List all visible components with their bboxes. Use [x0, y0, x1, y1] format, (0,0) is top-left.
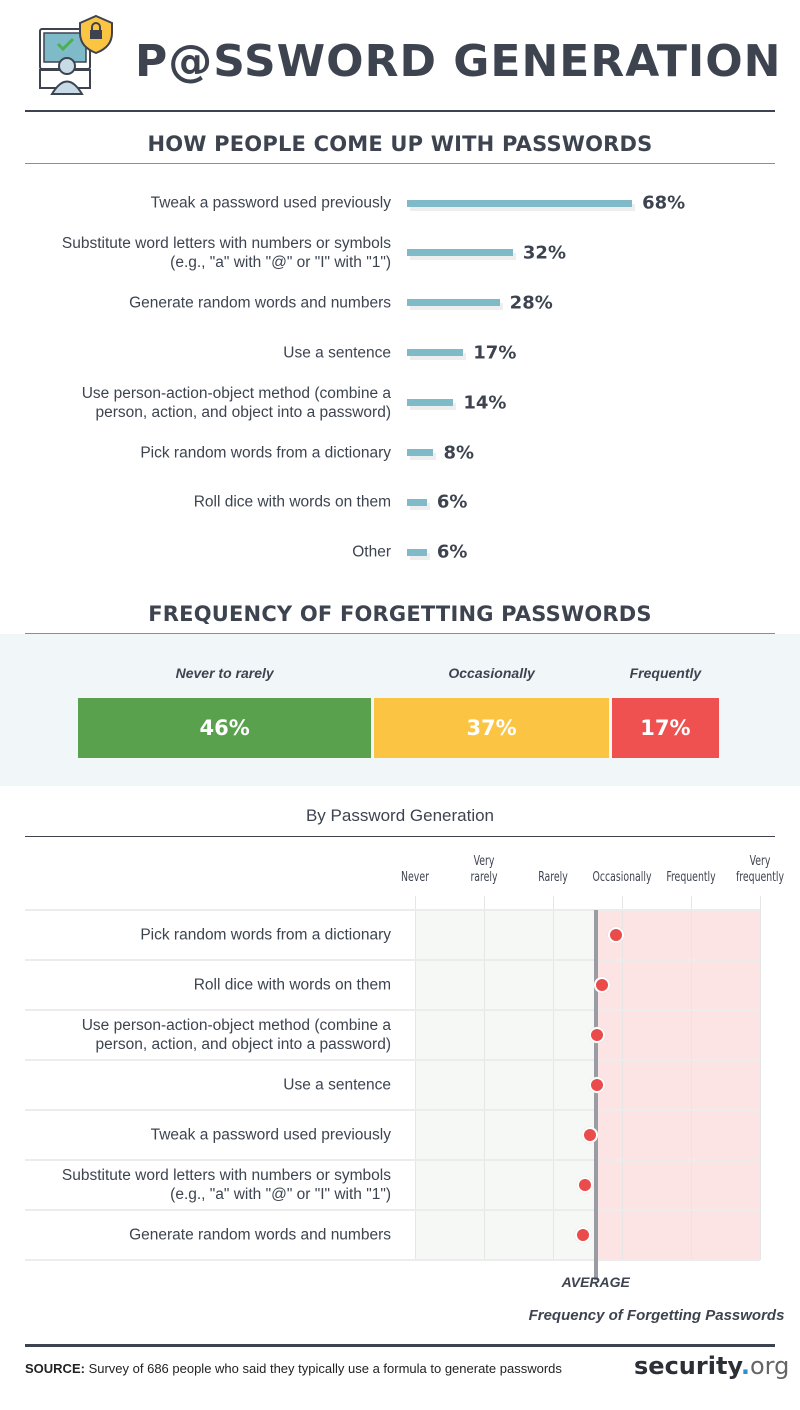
source-note: SOURCE: Survey of 686 people who said th…: [25, 1361, 562, 1376]
segment-bar: 17%: [611, 698, 719, 758]
row-divider: [25, 959, 760, 961]
bar-label: Use person-action-object method (combine…: [81, 384, 391, 421]
data-point: [576, 1177, 593, 1193]
data-point: [574, 1227, 591, 1243]
row-label: Generate random words and numbers: [129, 1226, 391, 1244]
logo-dot: .: [740, 1352, 750, 1380]
data-point: [589, 1077, 606, 1093]
gridline: [691, 896, 692, 1260]
divider: [25, 836, 775, 837]
row-label: Tweak a password used previously: [150, 1126, 391, 1144]
bar-label: Use a sentence: [283, 344, 391, 362]
row-label: Pick random words from a dictionary: [140, 926, 391, 944]
x-tick-label: Rarely: [538, 870, 568, 885]
row-label: Use a sentence: [283, 1076, 391, 1094]
segment-bar: 46%: [78, 698, 372, 758]
x-tick-label: Very frequently: [735, 854, 785, 885]
segment-heading: Never to rarely: [175, 665, 274, 681]
bar: [407, 498, 427, 506]
average-label: AVERAGE: [561, 1274, 630, 1290]
security-org-logo: security.org: [634, 1352, 789, 1380]
bar-label: Pick random words from a dictionary: [140, 444, 391, 461]
row-divider: [25, 1159, 760, 1161]
divider: [25, 633, 775, 634]
bar-value-label: 6%: [436, 541, 468, 563]
data-point: [589, 1027, 606, 1043]
row-divider: [25, 1059, 760, 1061]
row-divider: [25, 1209, 760, 1211]
divider: [25, 110, 775, 112]
row-divider: [25, 909, 760, 911]
section-title-methods: HOW PEOPLE COME UP WITH PASSWORDS: [147, 132, 653, 156]
row-divider: [25, 1109, 760, 1111]
source-label: SOURCE:: [25, 1361, 85, 1376]
bar: [407, 349, 464, 357]
header-icon: [38, 14, 116, 96]
data-point: [593, 977, 610, 993]
bar-label: Generate random words and numbers: [129, 294, 391, 312]
bar: [407, 449, 434, 456]
bar-value-label: 14%: [463, 392, 507, 414]
bar-value-label: 17%: [473, 342, 517, 364]
bar-value-label: 6%: [436, 491, 468, 513]
bar-value-label: 68%: [642, 192, 686, 214]
x-tick-label: Occasionally: [592, 870, 652, 885]
bar: [407, 548, 427, 556]
row-label: Use person-action-object method (combine…: [81, 1017, 391, 1053]
bar-label: Roll dice with words on them: [193, 493, 391, 511]
divider: [25, 1344, 775, 1347]
bar: [407, 299, 500, 307]
bar-label: Other: [352, 543, 391, 561]
dotplot-title: By Password Generation: [305, 806, 495, 825]
segment-heading: Frequently: [629, 665, 702, 681]
data-point: [607, 927, 624, 943]
divider: [25, 163, 775, 164]
bar-label: Tweak a password used previously: [150, 194, 391, 212]
gridline: [415, 896, 416, 1260]
bar-value-label: 8%: [443, 442, 475, 463]
bar-label: Substitute word letters with numbers or …: [61, 234, 391, 271]
gridline: [760, 896, 761, 1260]
below-average-region: [415, 910, 596, 1260]
source-text: Survey of 686 people who said they typic…: [84, 1361, 562, 1376]
data-point: [582, 1127, 599, 1143]
x-tick-label: Never: [401, 870, 429, 885]
gridline: [553, 896, 554, 1260]
bar-value-label: 28%: [509, 292, 553, 314]
segment-heading: Occasionally: [448, 665, 535, 681]
bar: [407, 199, 633, 207]
gridline: [484, 896, 485, 1260]
x-tick-label: Frequently: [666, 870, 716, 885]
row-divider: [25, 1259, 760, 1261]
segment-bar: 37%: [373, 698, 610, 758]
logo-main: security: [634, 1352, 741, 1380]
x-axis-title: Frequency of Forgetting Passwords: [528, 1307, 785, 1324]
bar-value-label: 32%: [522, 242, 566, 264]
row-label: Roll dice with words on them: [193, 976, 391, 994]
logo-tld: org: [749, 1352, 790, 1380]
x-tick-label: Very rarely: [470, 854, 498, 885]
section-title-frequency: FREQUENCY OF FORGETTING PASSWORDS: [148, 602, 652, 626]
page-title: P@SSWORD GENERATION: [135, 36, 782, 87]
bar: [407, 399, 454, 407]
gridline: [622, 896, 623, 1260]
above-average-region: [595, 910, 760, 1260]
row-label: Substitute word letters with numbers or …: [61, 1167, 391, 1203]
average-line: [593, 910, 598, 1280]
bar: [407, 249, 513, 257]
row-divider: [25, 1009, 760, 1011]
